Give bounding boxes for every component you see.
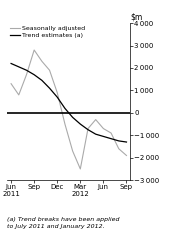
Text: (a) Trend breaks have been applied
to July 2011 and January 2012.: (a) Trend breaks have been applied to Ju… [7,217,120,229]
Seasonally adjusted [10,82,12,85]
Seasonally adjusted [18,94,20,96]
Trend estimates (a) [125,141,128,143]
Seasonally adjusted [41,60,43,63]
Trend estimates (a) [56,96,58,99]
Line: Trend estimates (a): Trend estimates (a) [11,64,127,142]
Seasonally adjusted [64,123,66,125]
Trend estimates (a) [25,69,28,72]
Seasonally adjusted [87,127,89,130]
Trend estimates (a) [110,137,112,140]
Trend estimates (a) [79,123,81,125]
Seasonally adjusted [25,73,28,76]
Trend estimates (a) [87,128,89,131]
Seasonally adjusted [95,118,97,121]
Seasonally adjusted [110,132,112,134]
Seasonally adjusted [102,127,104,130]
Trend estimates (a) [41,79,43,82]
Seasonally adjusted [125,154,128,157]
Seasonally adjusted [33,49,35,52]
Seasonally adjusted [71,150,74,152]
Trend estimates (a) [71,116,74,119]
Trend estimates (a) [118,140,120,142]
Trend estimates (a) [18,65,20,68]
Seasonally adjusted [79,167,81,170]
Trend estimates (a) [64,107,66,110]
Trend estimates (a) [49,87,51,90]
Seasonally adjusted [56,91,58,94]
Seasonally adjusted [118,147,120,150]
Trend estimates (a) [10,62,12,65]
Trend estimates (a) [102,135,104,138]
Seasonally adjusted [49,69,51,72]
Legend: Seasonally adjusted, Trend estimates (a): Seasonally adjusted, Trend estimates (a) [10,26,85,38]
Trend estimates (a) [33,73,35,76]
Text: $m: $m [130,12,143,21]
Line: Seasonally adjusted: Seasonally adjusted [11,50,127,169]
Trend estimates (a) [95,133,97,136]
